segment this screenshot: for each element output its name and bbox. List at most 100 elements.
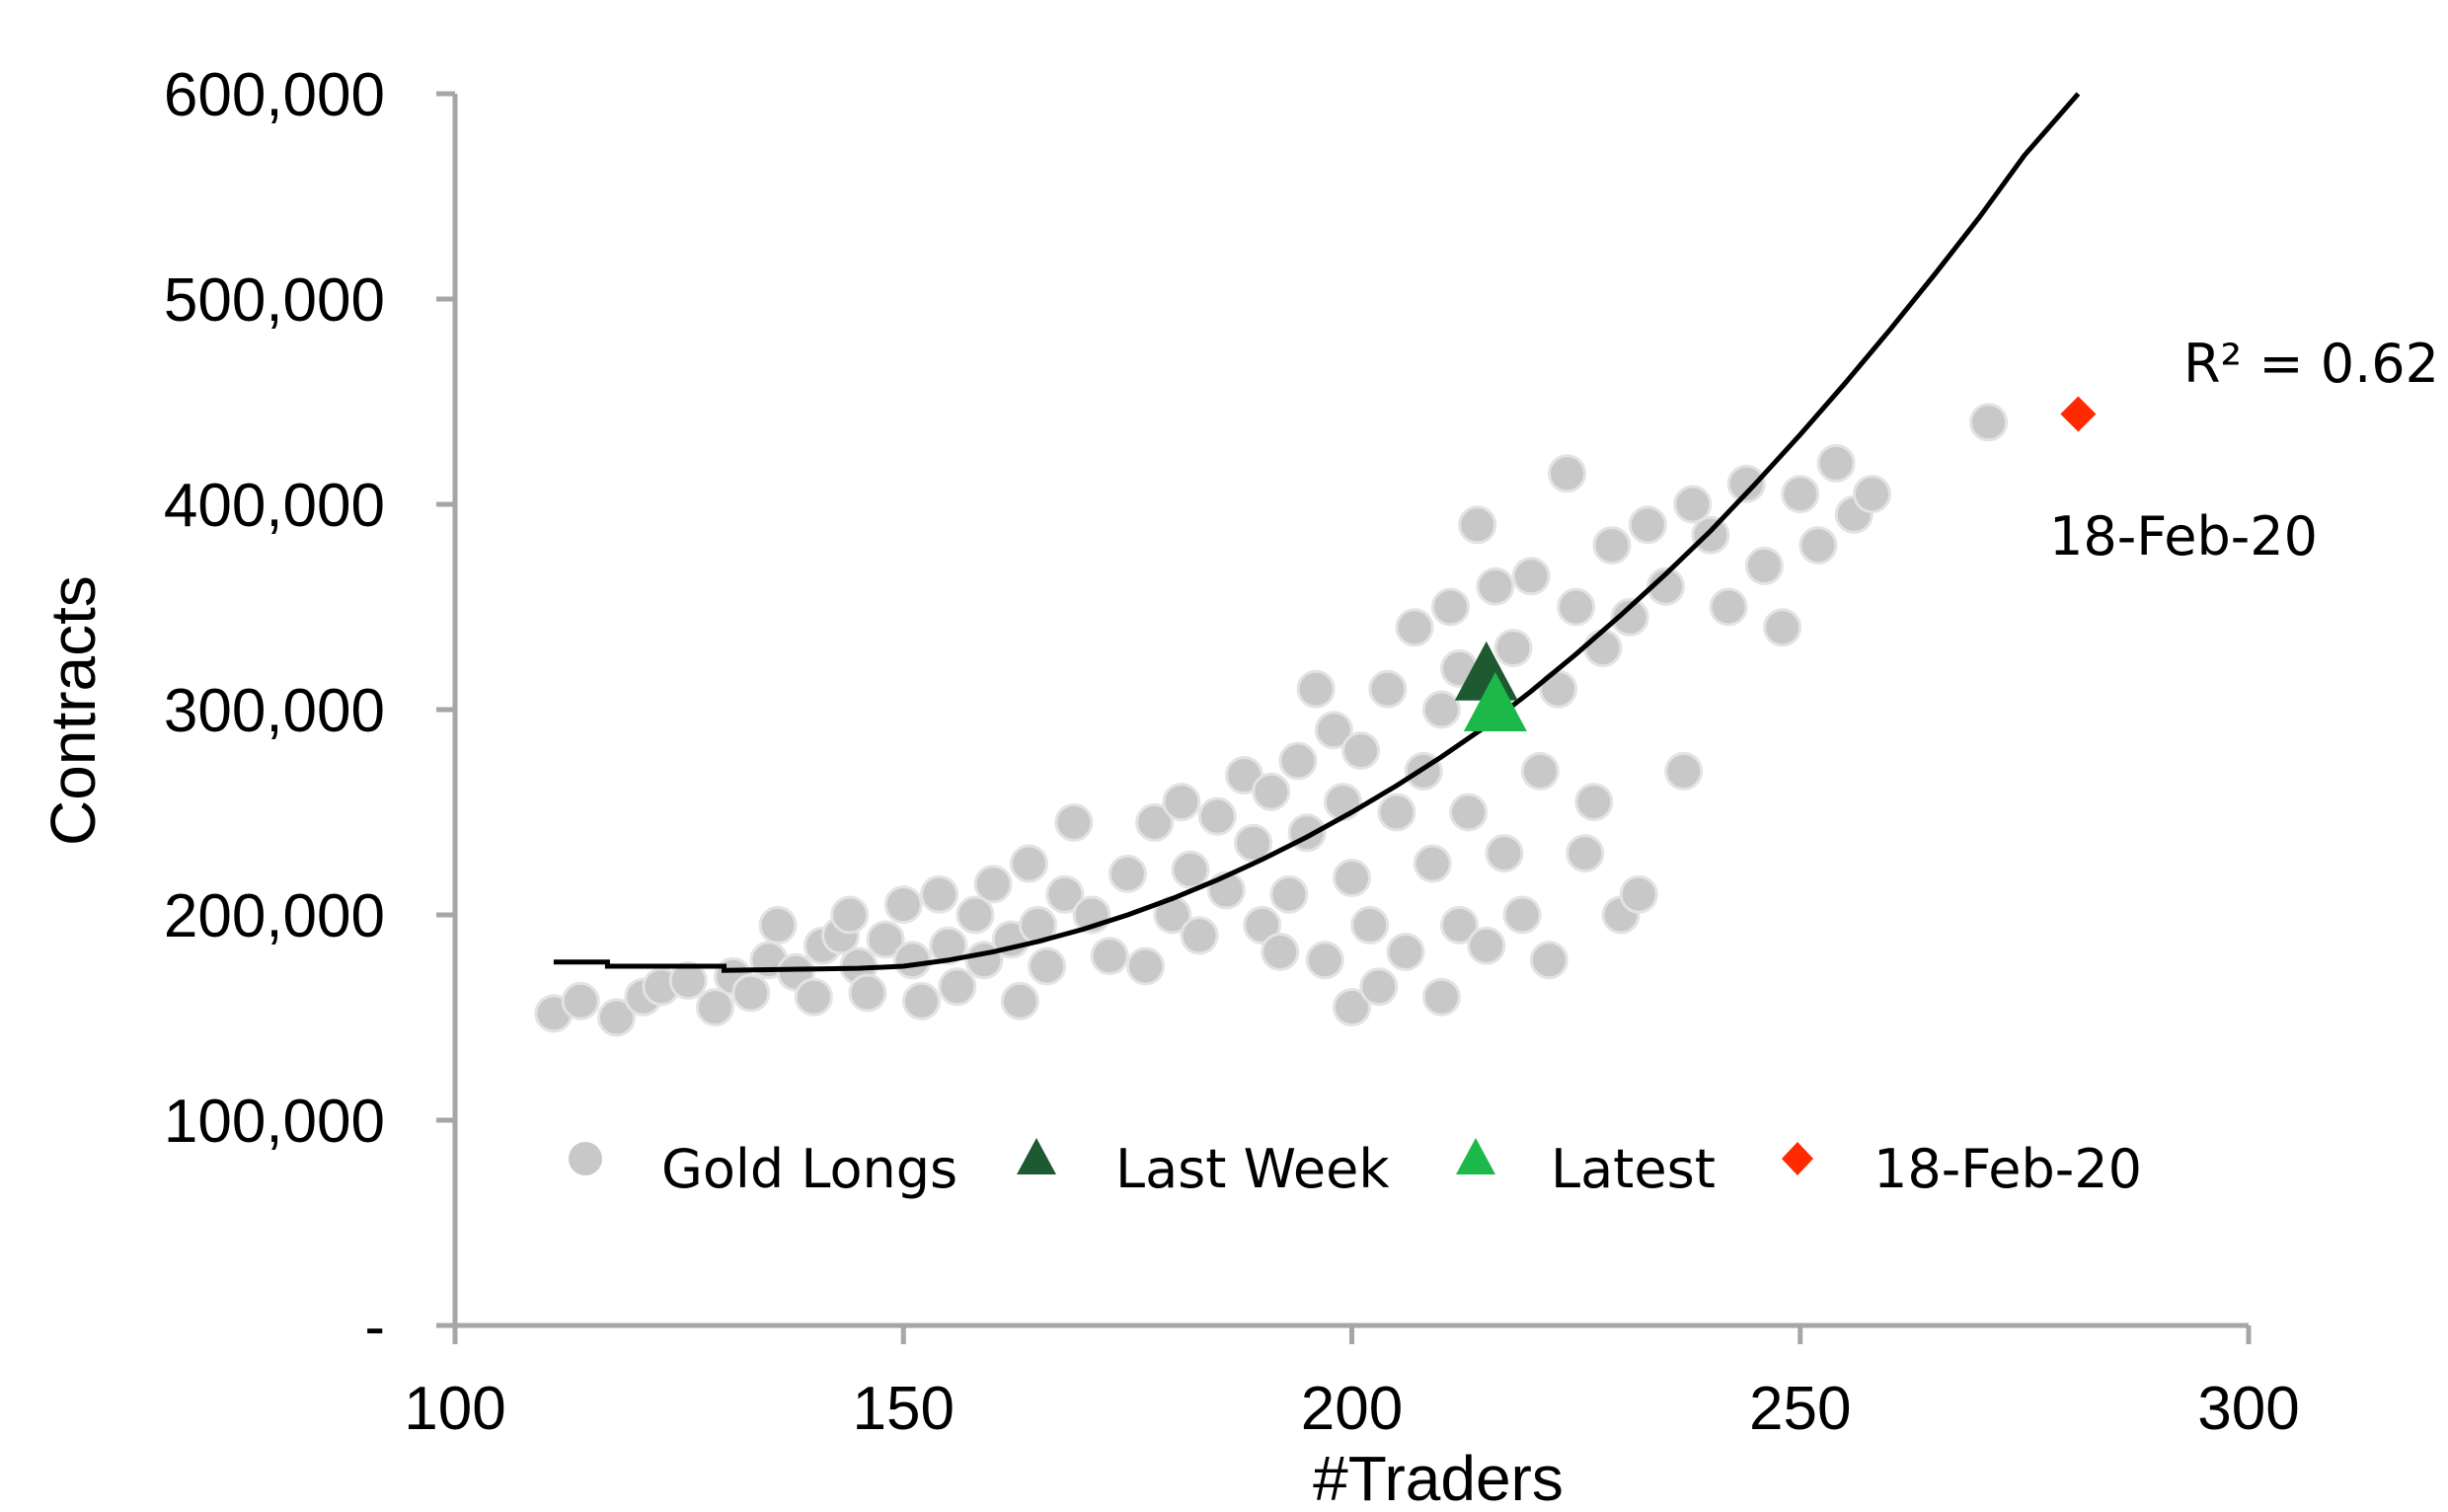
gold-longs-point: [1421, 690, 1461, 729]
y-tick-label: 600,000: [164, 61, 385, 129]
trendline: [553, 92, 2081, 973]
gold-longs-point: [1009, 844, 1048, 883]
gold-longs-point: [1520, 751, 1560, 791]
gold-longs-point: [1485, 834, 1524, 873]
gold-longs-point: [929, 926, 968, 965]
x-tick-label: 100: [404, 1375, 505, 1443]
gold-longs-point: [1090, 937, 1129, 976]
gold-longs-point: [1395, 608, 1434, 647]
legend-gold-longs-marker: [569, 1142, 602, 1175]
gold-longs-point: [1664, 751, 1704, 791]
gold-longs-point: [920, 874, 959, 914]
y-axis-title: Contracts: [38, 575, 109, 846]
gold-longs-point: [1440, 905, 1480, 945]
gold-longs-point: [1691, 515, 1730, 555]
gold-longs-point: [1645, 567, 1685, 606]
gold-longs-point: [1969, 403, 2009, 442]
gold-longs-point: [1529, 941, 1568, 980]
x-tick-label: 200: [1301, 1375, 1403, 1443]
legend-18-feb-20-label: 18-Feb-20: [1874, 1138, 2142, 1200]
gold-longs-point: [1243, 905, 1282, 945]
gold-longs-point: [1592, 526, 1632, 566]
gold-longs-point: [1296, 669, 1336, 709]
gold-longs-point: [1054, 802, 1094, 842]
gold-longs-point: [1548, 454, 1587, 493]
gold-longs-point: [830, 895, 870, 935]
gold-longs-point: [695, 988, 734, 1027]
gold-longs-point: [1171, 850, 1210, 889]
highlight-points: [1454, 396, 2097, 731]
gold-longs-point: [1781, 475, 1820, 514]
gold-longs-point: [1763, 608, 1802, 647]
legend-latest-label: Latest: [1551, 1138, 1716, 1200]
gold-longs-point: [1108, 854, 1147, 893]
x-tick-label: 250: [1749, 1375, 1851, 1443]
gold-longs-point: [1333, 988, 1371, 1027]
legend-latest-marker: [1456, 1138, 1495, 1174]
gold-longs-point: [1261, 932, 1300, 971]
gold-longs-point: [1368, 669, 1408, 709]
r-squared-annotation: R² = 0.62: [2183, 333, 2439, 395]
y-tick-label: 300,000: [164, 677, 385, 745]
gold-longs-point: [1269, 874, 1309, 914]
gold-longs-point: [901, 981, 941, 1021]
gold-longs-point: [1449, 793, 1489, 832]
gold-longs-point: [1386, 932, 1425, 971]
gold-longs-point: [561, 981, 600, 1021]
latest-point: [1463, 672, 1527, 731]
gold-longs-point: [1135, 802, 1175, 842]
gold-longs-point: [1502, 895, 1542, 935]
gold-longs-point: [1583, 629, 1623, 668]
y-tick-label: 500,000: [164, 266, 385, 335]
tick-labels: - 100,000 200,000 300,000 400,000 500,000 600,…: [164, 61, 2300, 1443]
gold-longs-point: [1377, 793, 1416, 832]
gold-longs-point: [1234, 823, 1273, 863]
y-tick-label: 200,000: [164, 882, 385, 950]
gold-longs-point: [866, 920, 905, 959]
gold-longs-point: [1430, 587, 1470, 627]
gold-longs-point: [1180, 916, 1219, 955]
gold-longs-point: [1333, 859, 1371, 898]
gold-longs-point: [1359, 967, 1399, 1007]
gold-longs-point: [956, 895, 995, 935]
gold-longs-point: [1413, 844, 1452, 883]
gold-longs-point: [973, 865, 1013, 904]
gold-longs-point: [1619, 874, 1658, 914]
gold-longs-point: [1673, 485, 1713, 524]
gold-longs-point: [1628, 505, 1667, 545]
gold-longs-point: [758, 905, 798, 945]
gold-longs-point: [1314, 711, 1353, 750]
gold-longs-point: [1816, 443, 1856, 483]
gold-longs-point: [1798, 526, 1838, 566]
gold-longs-point: [1566, 834, 1605, 873]
plot-points: [534, 403, 2009, 1037]
date-annotation: 18-Feb-20: [2049, 505, 2318, 567]
gold-longs-point: [892, 941, 932, 980]
gold-longs-point: [1305, 941, 1344, 980]
gold-longs-point: [1162, 783, 1201, 822]
gold-longs-point: [731, 973, 771, 1013]
y-tick-label: -: [364, 1293, 385, 1361]
gold-longs-point: [1493, 629, 1533, 668]
gold-longs-point: [1341, 731, 1381, 771]
gold-longs-point: [1252, 772, 1291, 811]
gold-longs-point: [1278, 741, 1318, 781]
gold-longs-point: [1421, 977, 1461, 1017]
x-axis-title: #Traders: [1313, 1443, 1564, 1512]
legend-gold-longs-label: Gold Longs: [661, 1138, 957, 1200]
gold-longs-point: [1126, 946, 1166, 986]
legend-last-week-label: Last Week: [1115, 1138, 1390, 1200]
legend-18-feb-20-marker: [1782, 1142, 1813, 1175]
legend-last-week-marker: [1017, 1138, 1056, 1174]
gold-longs-point: [1852, 475, 1891, 514]
gold-longs-point: [1467, 926, 1506, 965]
gold-longs-point: [1726, 464, 1766, 503]
x-tick-label: 150: [853, 1375, 955, 1443]
gold-longs-point: [794, 977, 833, 1017]
gold-longs-point: [1458, 505, 1497, 545]
legend: Gold Longs Last Week Latest 18-Feb-20: [569, 1138, 2142, 1200]
18-feb-20-point: [2060, 396, 2097, 432]
axis-ticks: [436, 91, 2252, 1344]
gold-longs-point: [1709, 587, 1748, 627]
y-tick-label: 400,000: [164, 472, 385, 540]
